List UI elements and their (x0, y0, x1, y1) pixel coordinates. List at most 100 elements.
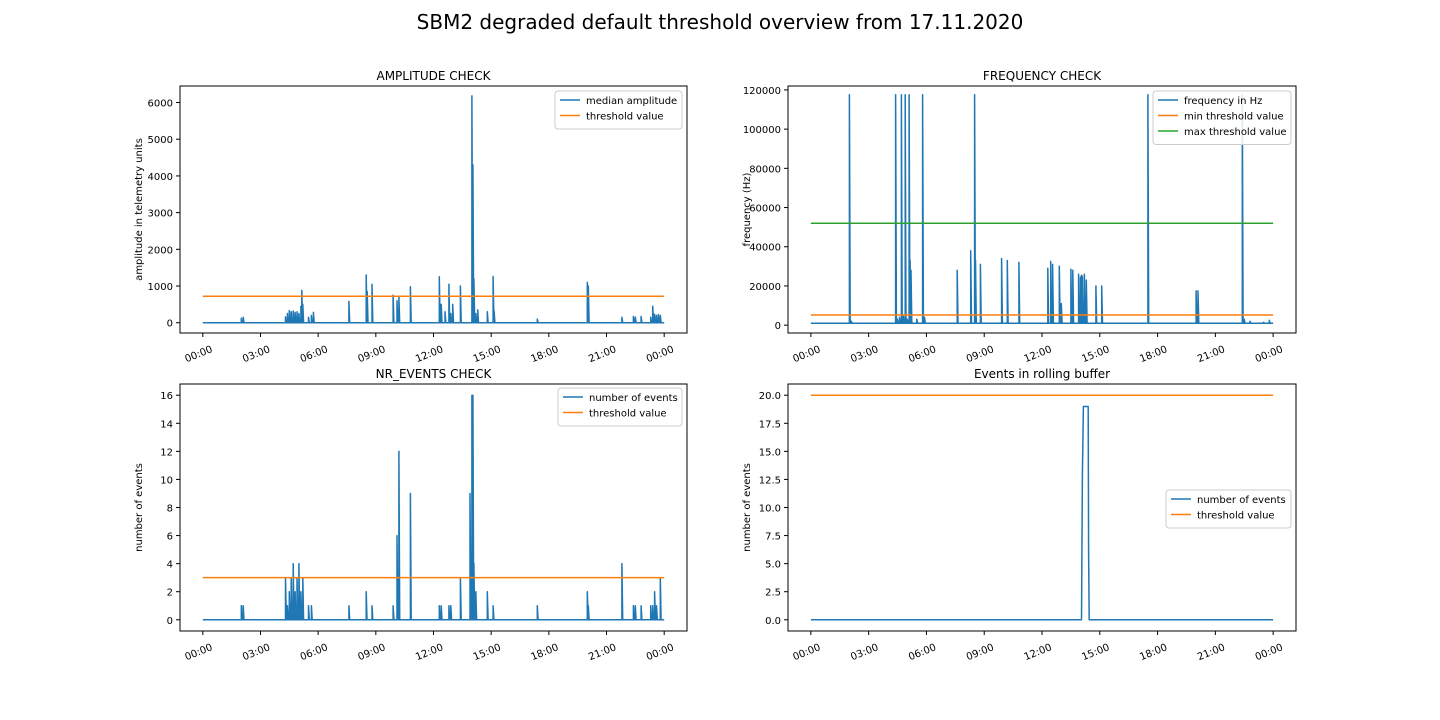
y-tick-label: 15.0 (759, 447, 781, 458)
y-tick-label: 40000 (749, 243, 781, 254)
y-tick-label: 6000 (148, 99, 173, 110)
legend-label: threshold value (1197, 511, 1275, 522)
y-tick-label: 4000 (148, 172, 173, 183)
y-tick-label: 0 (167, 616, 173, 627)
legend-box (554, 90, 683, 130)
x-tick-label: 18:00 (1138, 642, 1169, 663)
y-tick-label: 2.5 (765, 588, 781, 599)
x-tick-label: 15:00 (472, 642, 503, 663)
subplot-3: NR_EVENTS CHECK number of events 0 2 4 6 8 10 12… (134, 367, 688, 663)
x-tick-label: 06:00 (907, 642, 938, 663)
y-tick-label: 0 (775, 321, 781, 332)
legend-box (557, 387, 683, 427)
y-tick-label: 6 (167, 532, 173, 543)
x-tick-label: 00:00 (791, 642, 822, 663)
x-tick-label: 09:00 (965, 344, 996, 365)
x-tick-label: 12:00 (1023, 642, 1054, 663)
x-tick-label: 12:00 (1023, 344, 1054, 365)
x-tick-label: 00:00 (1254, 642, 1285, 663)
x-tick-label: 18:00 (1138, 344, 1169, 365)
subplot-title: AMPLITUDE CHECK (376, 69, 491, 83)
x-tick-label: 09:00 (356, 642, 387, 663)
x-tick-label: 15:00 (472, 344, 503, 365)
y-axis-label: number of events (742, 463, 753, 552)
x-tick-label: 00:00 (183, 642, 214, 663)
y-tick-label: 60000 (749, 204, 781, 215)
y-tick-label: 3000 (148, 209, 173, 220)
x-tick-label: 21:00 (1196, 642, 1227, 663)
y-tick-label: 14 (160, 419, 173, 430)
series-line-1 (810, 94, 1274, 324)
x-tick-label: 00:00 (645, 642, 676, 663)
subplot-title: Events in rolling buffer (974, 367, 1110, 381)
x-tick-label: 21:00 (587, 642, 618, 663)
y-tick-label: 5.0 (765, 560, 781, 571)
x-tick-label: 06:00 (299, 344, 330, 365)
x-tick-label: 09:00 (356, 344, 387, 365)
legend-label: threshold value (589, 409, 667, 420)
x-tick-label: 06:00 (299, 642, 330, 663)
x-tick-label: 18:00 (529, 344, 560, 365)
series-line-1 (810, 405, 1274, 621)
y-tick-label: 120000 (743, 86, 781, 97)
legend-label: max threshold value (1184, 127, 1287, 138)
legend: median amplitude threshold value (554, 90, 683, 130)
y-tick-label: 1000 (148, 282, 173, 293)
subplot-title: FREQUENCY CHECK (983, 69, 1102, 83)
x-tick-label: 00:00 (791, 344, 822, 365)
y-tick-label: 2000 (148, 245, 173, 256)
subplot-title: NR_EVENTS CHECK (376, 367, 493, 381)
y-tick-label: 100000 (743, 125, 781, 136)
y-tick-label: 0 (167, 319, 173, 330)
legend-label: median amplitude (586, 96, 677, 107)
x-tick-label: 03:00 (241, 642, 272, 663)
x-tick-label: 00:00 (645, 344, 676, 365)
y-tick-label: 12 (160, 447, 173, 458)
y-axis-label: amplitude in telemetry units (134, 138, 145, 281)
y-tick-label: 80000 (749, 164, 781, 175)
y-tick-label: 20000 (749, 282, 781, 293)
x-tick-label: 06:00 (907, 344, 938, 365)
x-tick-label: 00:00 (183, 344, 214, 365)
x-tick-label: 21:00 (587, 344, 618, 365)
legend-label: number of events (1197, 495, 1286, 506)
y-tick-label: 12.5 (759, 475, 781, 486)
series-line-1 (202, 95, 665, 324)
y-axis-label: number of events (134, 463, 145, 552)
x-tick-label: 15:00 (1080, 344, 1111, 365)
y-tick-label: 5000 (148, 135, 173, 146)
legend-box (1152, 90, 1292, 145)
y-tick-label: 2 (167, 588, 173, 599)
figure-title: SBM2 degraded default threshold overview… (416, 10, 1024, 34)
y-axis-label: frequency (Hz) (742, 172, 753, 246)
x-tick-label: 18:00 (529, 642, 560, 663)
subplot-1: AMPLITUDE CHECK amplitude in telemetry un… (134, 69, 688, 365)
legend: number of events threshold value (557, 387, 683, 427)
y-tick-label: 8 (167, 504, 173, 515)
legend-label: frequency in Hz (1184, 96, 1262, 107)
y-tick-label: 10.0 (759, 504, 781, 515)
subplot-2: FREQUENCY CHECK frequency (Hz) 0 20000 40000… (742, 69, 1297, 365)
x-tick-label: 12:00 (414, 642, 445, 663)
legend-box (1165, 489, 1292, 529)
x-tick-label: 03:00 (849, 344, 880, 365)
x-tick-label: 00:00 (1254, 344, 1285, 365)
legend-label: number of events (589, 393, 678, 404)
subplot-4: Events in rolling buffer number of events… (742, 367, 1297, 663)
x-tick-label: 15:00 (1080, 642, 1111, 663)
y-tick-label: 17.5 (759, 419, 781, 430)
y-tick-label: 7.5 (765, 532, 781, 543)
legend-label: threshold value (586, 112, 664, 123)
y-tick-label: 16 (160, 391, 173, 402)
x-tick-label: 03:00 (241, 344, 272, 365)
series-line-1 (202, 394, 665, 621)
x-tick-label: 21:00 (1196, 344, 1227, 365)
legend-label: min threshold value (1184, 112, 1284, 123)
x-tick-label: 12:00 (414, 344, 445, 365)
y-tick-label: 4 (167, 560, 173, 571)
x-tick-label: 09:00 (965, 642, 996, 663)
legend: frequency in Hz min threshold value max th… (1152, 90, 1292, 145)
y-tick-label: 0.0 (765, 616, 781, 627)
